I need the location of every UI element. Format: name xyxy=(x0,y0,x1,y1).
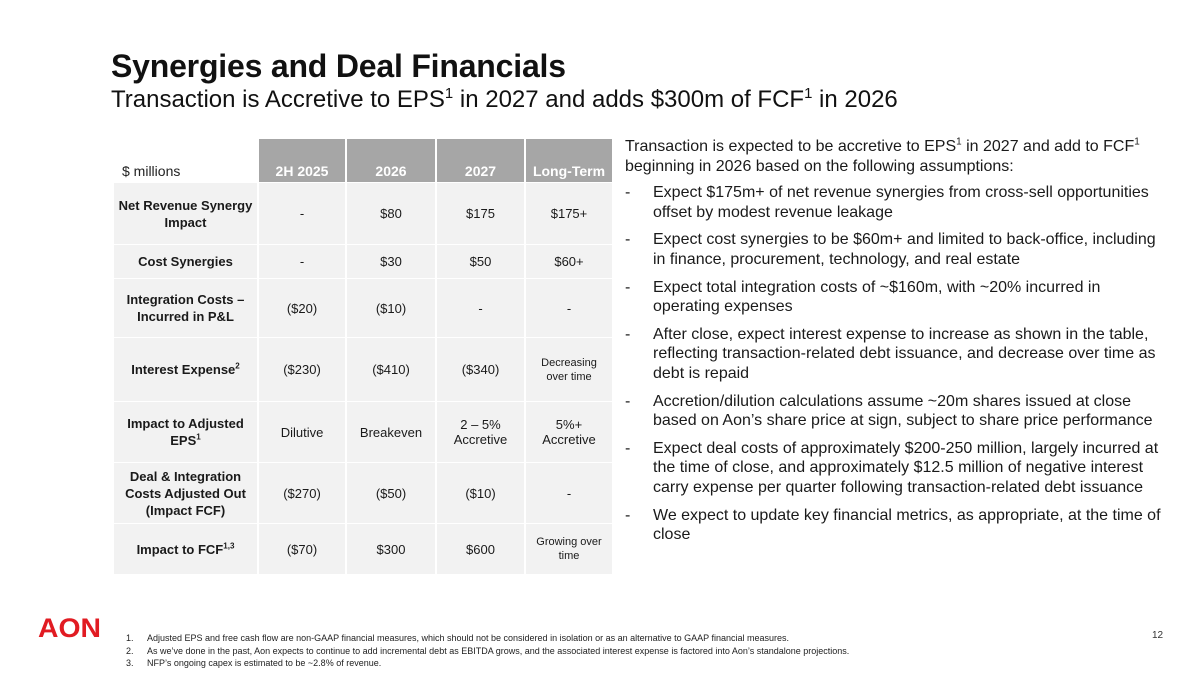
row-label: Cost Synergies xyxy=(114,245,257,278)
table-cell: $50 xyxy=(437,245,524,278)
row-label: Interest Expense2 xyxy=(114,338,257,401)
footnote: 2. As we’ve done in the past, Aon expects… xyxy=(126,645,850,656)
assumption-bullet: - Expect $175m+ of net revenue synergies … xyxy=(625,184,1149,221)
table-cell: ($20) xyxy=(259,279,345,337)
footnotes: 1. Adjusted EPS and free cash flow are no… xyxy=(126,632,849,670)
table-row: Deal & Integration Costs Adjusted Out (I… xyxy=(114,463,612,523)
assumption-bullet: - Expect cost synergies to be $60m+ and l… xyxy=(625,231,1156,268)
col-header-2h2025: 2H 2025 xyxy=(259,139,345,182)
table-row: Interest Expense2 ($230) ($410) ($340) D… xyxy=(114,338,612,401)
table-cell: ($410) xyxy=(347,338,435,401)
table-cell: 5%+ Accretive xyxy=(526,402,612,462)
table-cell: - xyxy=(259,245,345,278)
table-cell: $600 xyxy=(437,524,524,574)
table-cell: Dilutive xyxy=(259,402,345,462)
table-cell: ($10) xyxy=(437,463,524,523)
table-cell: $175 xyxy=(437,183,524,244)
synergies-table: $ millions 2H 2025 2026 2027 Long-Term N… xyxy=(112,138,614,575)
table-cell: - xyxy=(437,279,524,337)
table-cell: ($270) xyxy=(259,463,345,523)
assumption-bullet: - Expect total integration costs of ~$160… xyxy=(625,278,1101,316)
row-label: Deal & Integration Costs Adjusted Out (I… xyxy=(114,463,257,523)
table-cell: $175+ xyxy=(526,183,612,244)
col-header-2026: 2026 xyxy=(347,139,435,182)
table-cell: 2 – 5% Accretive xyxy=(437,402,524,462)
row-label: Integration Costs – Incurred in P&L xyxy=(114,279,257,337)
table-cell: ($50) xyxy=(347,463,435,523)
table-cell: ($340) xyxy=(437,338,524,401)
unit-label: $ millions xyxy=(114,139,257,182)
footnote: 3. NFP’s ongoing capex is estimated to be… xyxy=(126,658,382,668)
assumption-bullet: - Expect deal costs of approximately $200… xyxy=(625,439,1159,496)
page-number: 12 xyxy=(1152,630,1164,641)
table-row: Integration Costs – Incurred in P&L ($20… xyxy=(114,279,612,337)
slide-subtitle: Transaction is Accretive to EPS1 in 2027… xyxy=(111,86,898,113)
table-cell: ($230) xyxy=(259,338,345,401)
table-cell: Decreasing over time xyxy=(526,338,612,401)
table-row: Impact to Adjusted EPS1 Dilutive Breakev… xyxy=(114,402,612,462)
table-row: Net Revenue Synergy Impact - $80 $175 $1… xyxy=(114,183,612,244)
table-cell: $300 xyxy=(347,524,435,574)
table-cell: - xyxy=(259,183,345,244)
table-cell: - xyxy=(526,463,612,523)
row-label: Impact to Adjusted EPS1 xyxy=(114,402,257,462)
table-cell: - xyxy=(526,279,612,337)
table-cell: ($10) xyxy=(347,279,435,337)
assumptions-panel: Transaction is expected to be accretive … xyxy=(625,137,1170,553)
row-label: Impact to FCF1,3 xyxy=(114,524,257,574)
svg-text:AON: AON xyxy=(38,614,101,640)
table-cell: $80 xyxy=(347,183,435,244)
table-cell: $30 xyxy=(347,245,435,278)
table-cell: Growing over time xyxy=(526,524,612,574)
table-cell: Breakeven xyxy=(347,402,435,462)
col-header-long-term: Long-Term xyxy=(526,139,612,182)
table-cell: $60+ xyxy=(526,245,612,278)
slide-title: Synergies and Deal Financials xyxy=(111,48,566,84)
assumptions-intro: Transaction is expected to be accretive … xyxy=(625,136,1140,175)
table-cell: ($70) xyxy=(259,524,345,574)
assumption-bullet: - Accretion/dilution calculations assume … xyxy=(625,392,1153,430)
table-row: Impact to FCF1,3 ($70) $300 $600 Growing… xyxy=(114,524,612,574)
aon-logo: AON xyxy=(38,614,101,640)
table-row: Cost Synergies - $30 $50 $60+ xyxy=(114,245,612,278)
assumption-bullet: - After close, expect interest expense to… xyxy=(625,325,1156,382)
col-header-2027: 2027 xyxy=(437,139,524,182)
assumption-bullet: - We expect to update key financial metri… xyxy=(625,506,1161,544)
footnote: 1. Adjusted EPS and free cash flow are no… xyxy=(126,633,790,643)
row-label: Net Revenue Synergy Impact xyxy=(114,183,257,244)
